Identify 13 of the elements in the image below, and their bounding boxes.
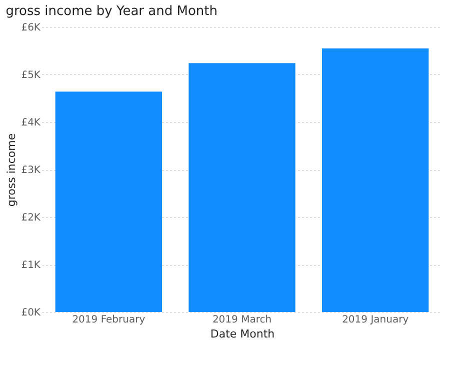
y-tick-label: £2K xyxy=(21,212,41,224)
y-axis-title: gross income xyxy=(5,133,18,207)
y-tick-label: £6K xyxy=(21,22,41,34)
y-tick-label: £3K xyxy=(21,165,41,176)
x-tick-label: 2019 March xyxy=(212,314,272,326)
x-tick-label: 2019 February xyxy=(72,314,146,326)
y-tick-label: £1K xyxy=(21,260,41,271)
y-tick-label: £5K xyxy=(21,70,41,81)
y-tick-label: £4K xyxy=(21,118,41,128)
y-tick-label: £0K xyxy=(21,308,41,318)
x-tick-label: 2019 January xyxy=(342,314,409,326)
x-axis-title: Date Month xyxy=(210,328,275,340)
chart-title: gross income by Year and Month xyxy=(6,4,218,19)
